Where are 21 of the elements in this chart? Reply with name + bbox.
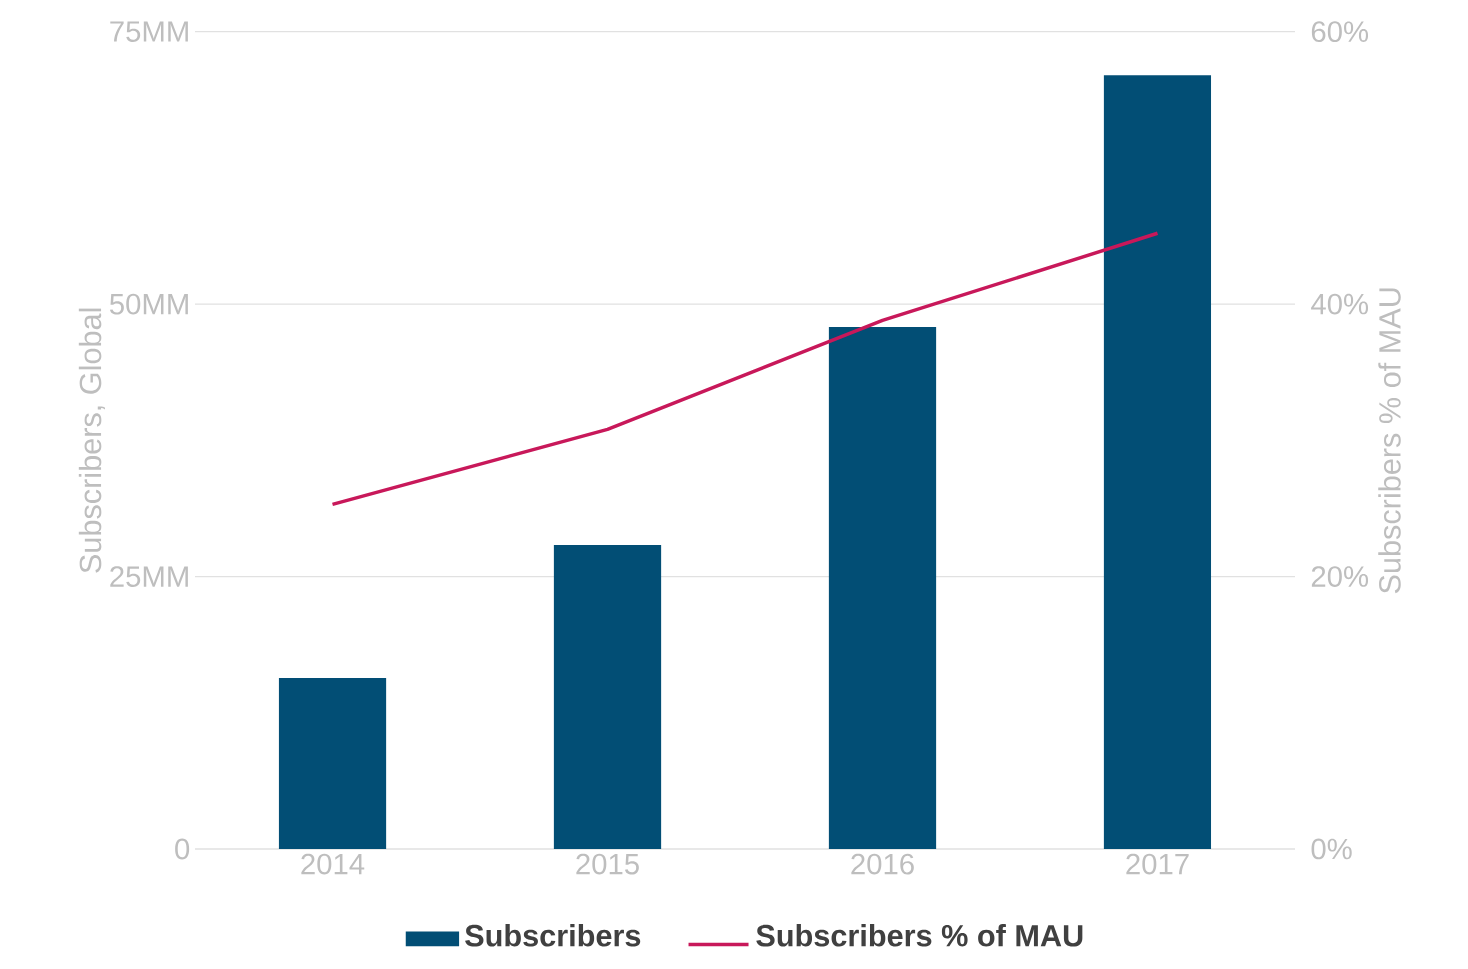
y-tick-label: 75MM (110, 21, 188, 42)
x-tick-label: 2014 (301, 853, 365, 875)
y-tick-label: 50MM (109, 293, 188, 315)
bar (1103, 75, 1212, 849)
y2-tick-label: 60% (1311, 21, 1369, 43)
y2-tick-label: 0% (1311, 838, 1352, 860)
y-tick-label: 0 (175, 838, 190, 860)
x-tick-label: 2017 (1126, 853, 1189, 875)
y2-axis-title: Subscribers % of MAU (1378, 288, 1401, 594)
legend-label: Subscribers (465, 924, 641, 947)
x-tick-label: 2016 (851, 853, 914, 875)
line-series (330, 231, 1160, 507)
bar (553, 544, 662, 849)
y-axis-title: Subscribers, Global (78, 308, 105, 573)
y2-tick-label: 20% (1311, 566, 1369, 587)
x-tick-label: 2015 (576, 853, 639, 875)
legend-label: Subscribers % of MAU (756, 924, 1083, 947)
y2-tick-label: 40% (1311, 293, 1369, 315)
y-tick-label: 25MM (110, 566, 188, 587)
bar (828, 326, 937, 849)
bar (278, 677, 387, 849)
